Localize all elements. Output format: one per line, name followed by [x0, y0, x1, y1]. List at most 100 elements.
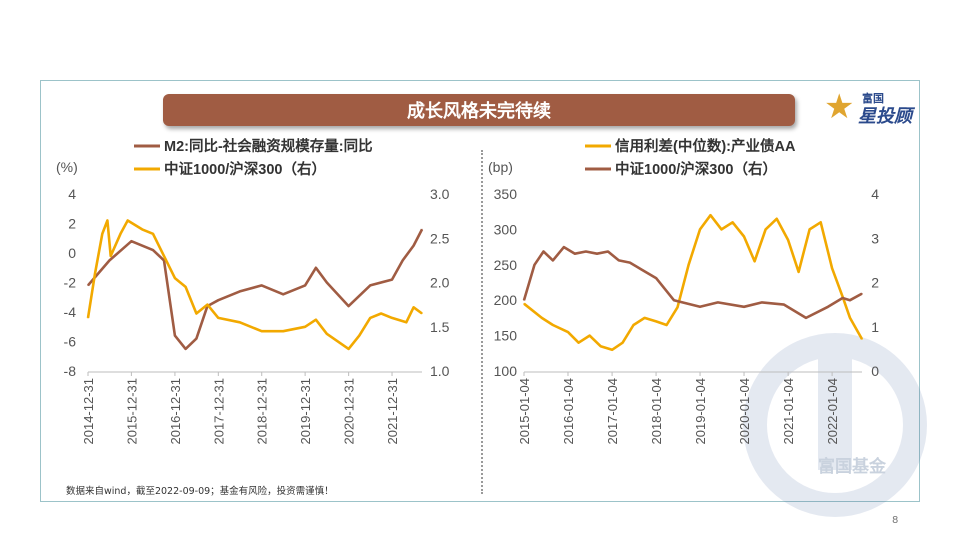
series-point	[563, 246, 565, 248]
series-point	[391, 317, 393, 319]
x-axis-tick-label: 2021-12-31	[385, 378, 400, 445]
series-point	[688, 264, 690, 266]
watermark-logo-icon	[743, 333, 927, 517]
series-point	[861, 338, 863, 340]
x-axis-tick-label: 2014-12-31	[81, 378, 96, 445]
series-point	[578, 342, 580, 344]
series-point	[542, 250, 545, 253]
content-frame	[40, 80, 920, 502]
series-point	[106, 219, 108, 222]
left-axis-tick-label: 0	[68, 245, 76, 261]
series-point	[304, 284, 306, 286]
series-point	[315, 319, 317, 321]
left-axis-tick-label: -6	[64, 334, 77, 350]
right-axis-tick-label: 0	[871, 363, 879, 379]
series-point	[709, 214, 712, 216]
series-point	[655, 320, 657, 322]
series-point	[533, 264, 536, 266]
series-point	[600, 345, 602, 347]
series-point	[348, 348, 350, 350]
series-point	[849, 317, 851, 319]
star-icon: ★	[824, 87, 855, 127]
series-point	[195, 312, 197, 315]
series-point	[574, 253, 576, 255]
series-point	[217, 299, 219, 301]
right-axis-tick-label: 3.0	[430, 186, 450, 202]
x-axis-tick-label: 2019-12-31	[298, 378, 313, 445]
series-point	[831, 267, 833, 269]
series-point	[732, 221, 734, 223]
series-point	[618, 259, 620, 261]
x-axis-tick-label: 2016-01-04	[561, 378, 576, 445]
series-point	[261, 284, 263, 286]
right-axis-tick-label: 4	[871, 186, 879, 202]
x-axis-tick-label: 2020-01-04	[737, 378, 752, 445]
series-point	[369, 317, 371, 319]
left-axis-unit-label: (bp)	[488, 159, 513, 175]
left-axis-tick-label: 200	[494, 292, 518, 308]
series-point	[699, 306, 701, 308]
series-point	[552, 324, 554, 326]
series-point	[282, 330, 284, 332]
logo-top-text: 富国	[862, 92, 884, 105]
series-point	[820, 221, 822, 223]
legend-label: 中证1000/沪深300（右）	[615, 160, 777, 178]
series-point	[315, 267, 317, 269]
series-point	[304, 326, 306, 328]
series-point	[380, 312, 382, 315]
legend-label: M2:同比-社会融资规模存量:同比	[164, 137, 373, 155]
series-line	[86, 219, 423, 351]
series-point	[119, 233, 122, 235]
series-point	[640, 268, 642, 270]
series-point	[720, 228, 723, 230]
x-axis-tick-label: 2022-01-04	[825, 378, 840, 445]
series-point	[743, 306, 745, 308]
series-point	[849, 299, 851, 301]
left-axis-unit-label: (%)	[56, 159, 78, 175]
series-point	[611, 349, 613, 351]
series-point	[174, 335, 176, 337]
series-point	[326, 333, 328, 335]
series-point	[717, 301, 719, 303]
x-axis-tick-label: 2017-12-31	[211, 378, 226, 445]
series-point	[523, 299, 525, 301]
series-point	[174, 277, 176, 279]
x-axis-tick-label: 2017-01-04	[605, 378, 620, 445]
series-point	[413, 245, 415, 247]
left-axis-tick-label: 2	[68, 216, 76, 232]
series-point	[326, 281, 328, 284]
x-axis-tick-label: 2021-01-04	[781, 378, 796, 445]
logo-main-text: 星投顾	[858, 106, 912, 127]
series-point	[239, 290, 241, 292]
series-point	[776, 218, 778, 220]
series-point	[655, 277, 657, 279]
series-point	[809, 228, 811, 230]
series-point	[629, 262, 631, 264]
series-point	[673, 299, 675, 301]
x-axis-tick-label: 2015-12-31	[124, 378, 139, 445]
series-point	[152, 233, 154, 235]
series-point	[239, 321, 241, 323]
right-axis-tick-label: 1.0	[430, 363, 450, 379]
series-point	[391, 279, 393, 281]
series-point	[413, 306, 415, 308]
series-point	[127, 219, 129, 222]
series-point	[421, 312, 423, 315]
series-point	[761, 301, 763, 303]
series-point	[217, 317, 219, 319]
series-point	[348, 305, 350, 307]
series-point	[402, 259, 404, 261]
left-axis-tick-label: -4	[64, 304, 77, 320]
series-line	[87, 228, 424, 351]
series-point	[585, 250, 587, 253]
left-axis-tick-label: 100	[494, 363, 518, 379]
series-point	[206, 304, 208, 306]
left-axis-tick-label: 150	[494, 328, 518, 344]
series-point	[805, 317, 807, 319]
right-axis-tick-label: 1	[871, 319, 879, 335]
right-axis-tick-label: 2.0	[430, 275, 450, 291]
right-axis-tick-label: 3	[871, 230, 879, 246]
series-point	[282, 293, 284, 295]
series-point	[369, 284, 371, 286]
series-point	[861, 293, 863, 295]
